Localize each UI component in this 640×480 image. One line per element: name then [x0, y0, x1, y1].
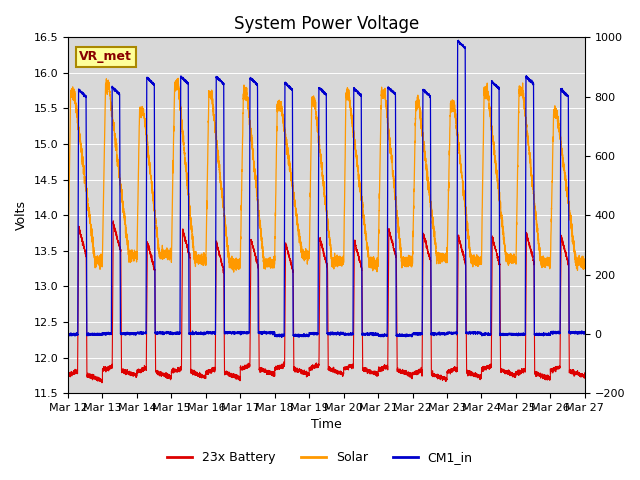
Line: Solar: Solar	[68, 78, 585, 272]
X-axis label: Time: Time	[311, 419, 342, 432]
Text: VR_met: VR_met	[79, 50, 132, 63]
23x Battery	[581, 373, 589, 379]
23x Battery	[456, 241, 464, 247]
23x Battery	[442, 379, 450, 384]
Legend: 23x Battery, Solar, CM1_in: 23x Battery, Solar, CM1_in	[163, 446, 477, 469]
Y-axis label: Volts: Volts	[15, 200, 28, 230]
CM1_in	[456, 41, 464, 47]
CM1_in	[309, 330, 317, 336]
Solar	[456, 155, 464, 161]
Solar	[553, 109, 561, 115]
CM1_in	[278, 335, 285, 340]
CM1_in	[553, 329, 561, 335]
Solar	[559, 157, 567, 163]
23x Battery	[98, 380, 106, 386]
CM1_in	[240, 331, 248, 336]
23x Battery	[309, 366, 317, 372]
Title: System Power Voltage: System Power Voltage	[234, 15, 419, 33]
CM1_in	[64, 332, 72, 338]
CM1_in	[442, 330, 450, 336]
Solar	[309, 97, 317, 103]
CM1_in	[559, 88, 567, 94]
23x Battery	[553, 363, 561, 369]
CM1_in	[454, 37, 462, 43]
Solar	[240, 91, 248, 97]
Solar	[174, 75, 182, 81]
Line: 23x Battery: 23x Battery	[68, 221, 585, 383]
23x Battery	[559, 241, 567, 247]
CM1_in	[581, 330, 589, 336]
Solar	[442, 260, 450, 265]
23x Battery	[240, 367, 248, 372]
Line: CM1_in: CM1_in	[68, 40, 585, 337]
Solar	[230, 269, 237, 275]
23x Battery	[109, 218, 117, 224]
23x Battery	[64, 372, 72, 378]
Solar	[64, 257, 72, 263]
Solar	[581, 257, 589, 263]
